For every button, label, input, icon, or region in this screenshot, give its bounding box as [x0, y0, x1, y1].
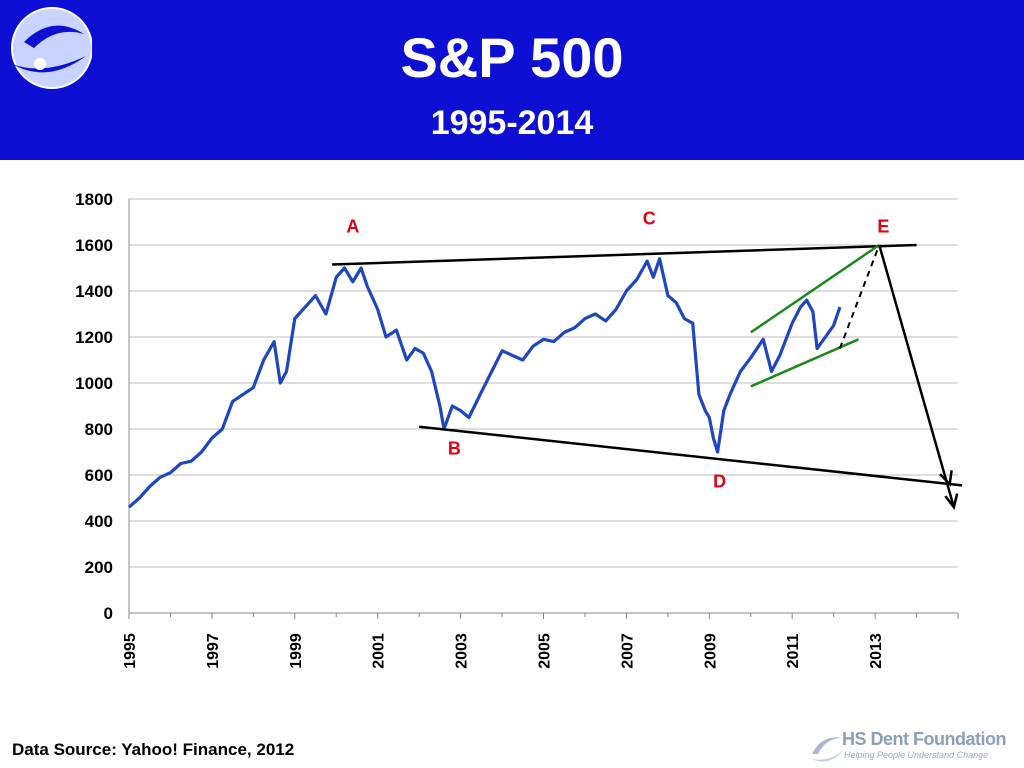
x-tick-label: 2011 — [785, 634, 802, 669]
annotation-e: E — [877, 216, 889, 236]
x-tick-label: 2005 — [537, 633, 554, 669]
x-tick-label: 1997 — [205, 633, 222, 669]
x-tick-label: 2007 — [619, 633, 636, 669]
annotation-d: D — [713, 472, 726, 492]
channel-lower-line — [750, 338, 860, 388]
y-tick-label: 1600 — [75, 236, 113, 255]
y-tick-label: 1200 — [75, 328, 113, 347]
sp500-chart: 0 200 400 600 800 1000 1200 1400 1600 1800 1995 199… — [75, 190, 963, 669]
swirl-globe-icon — [11, 7, 92, 89]
projection-dashed-line — [838, 244, 881, 349]
y-tick-label: 800 — [85, 420, 113, 439]
x-tick-label: 2009 — [702, 633, 719, 669]
annotation-c: C — [643, 208, 656, 228]
header-banner: S&P 500 1995-2014 — [0, 0, 1024, 160]
y-tick-label: 0 — [104, 604, 113, 623]
x-tick-label: 2001 — [371, 633, 388, 669]
annotation-b: B — [448, 438, 461, 458]
y-tick-label: 200 — [85, 558, 113, 577]
annotation-a: A — [346, 216, 359, 236]
sp500-series-line — [127, 257, 842, 509]
x-tick-label: 2013 — [868, 633, 885, 669]
swirl-logo-icon — [810, 737, 844, 762]
y-tick-label: 400 — [85, 512, 113, 531]
x-tick-label: 2003 — [454, 633, 471, 669]
page-subtitle: 1995-2014 — [430, 104, 594, 142]
projection-down-line — [878, 244, 956, 508]
top-trendline — [332, 243, 917, 266]
brand-name: HS Dent Foundation — [842, 729, 1006, 749]
y-tick-label: 1400 — [75, 282, 113, 301]
y-tick-label: 1800 — [75, 190, 113, 209]
arrowhead-icon — [939, 470, 953, 487]
x-tick-label: 1995 — [122, 633, 139, 669]
bottom-trendline — [419, 425, 963, 487]
data-source-note: Data Source: Yahoo! Finance, 2012 — [12, 740, 295, 759]
channel-upper-line — [750, 243, 880, 334]
y-tick-label: 1000 — [75, 374, 113, 393]
y-tick-label: 600 — [85, 466, 113, 485]
page-title: S&P 500 — [400, 26, 624, 89]
arrowhead-icon — [944, 493, 959, 511]
x-tick-label: 1999 — [288, 633, 305, 669]
brand-tagline: Helping People Understand Change — [844, 750, 989, 760]
